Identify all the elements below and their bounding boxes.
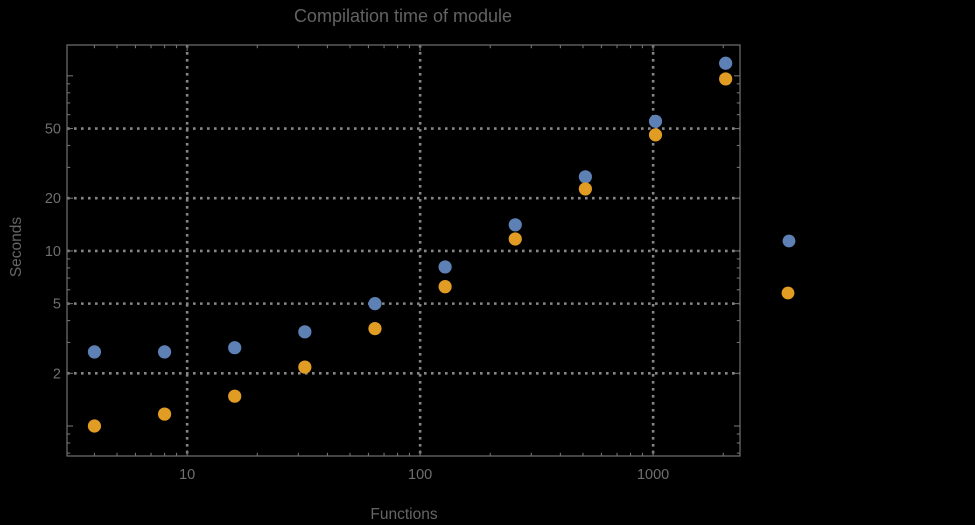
data-point-blue bbox=[298, 325, 312, 339]
data-point-orange bbox=[298, 360, 312, 374]
data-point-blue bbox=[87, 345, 102, 359]
data-point-orange bbox=[228, 389, 242, 403]
data-point-blue bbox=[508, 218, 522, 232]
y-tick-label: 20 bbox=[45, 191, 61, 207]
gridlines bbox=[67, 45, 740, 456]
legend-marker-1 bbox=[781, 286, 795, 300]
chart-title: Compilation time of module bbox=[294, 6, 512, 26]
data-point-orange bbox=[438, 280, 452, 294]
data-point-blue bbox=[438, 260, 452, 274]
data-point-orange bbox=[508, 232, 522, 246]
data-point-blue bbox=[578, 170, 592, 184]
data-points bbox=[87, 56, 733, 433]
tick-labels: 10 100 1000 2 5 10 20 50 bbox=[45, 122, 669, 483]
x-tick-label: 1000 bbox=[637, 467, 669, 483]
y-axis-label: Seconds bbox=[8, 217, 25, 278]
y-tick-label: 10 bbox=[45, 244, 61, 260]
legend-markers bbox=[781, 234, 796, 300]
x-tick-label: 10 bbox=[179, 467, 195, 483]
data-point-orange bbox=[578, 182, 592, 196]
data-point-blue bbox=[157, 345, 172, 359]
y-tick-label: 5 bbox=[53, 297, 61, 313]
y-tick-label: 2 bbox=[53, 366, 61, 382]
data-point-orange bbox=[368, 322, 382, 336]
data-point-orange bbox=[157, 407, 172, 421]
data-point-blue bbox=[228, 341, 242, 355]
x-axis-label: Functions bbox=[370, 506, 437, 523]
legend-marker-0 bbox=[782, 234, 796, 248]
x-tick-label: 100 bbox=[408, 467, 432, 483]
data-point-orange bbox=[87, 419, 102, 433]
data-point-orange bbox=[719, 72, 733, 86]
data-point-orange bbox=[648, 128, 663, 142]
data-point-blue bbox=[368, 297, 382, 311]
y-tick-label: 50 bbox=[45, 122, 61, 138]
axis-ticks bbox=[67, 45, 740, 456]
data-point-blue bbox=[648, 114, 663, 128]
data-point-blue bbox=[719, 56, 733, 70]
